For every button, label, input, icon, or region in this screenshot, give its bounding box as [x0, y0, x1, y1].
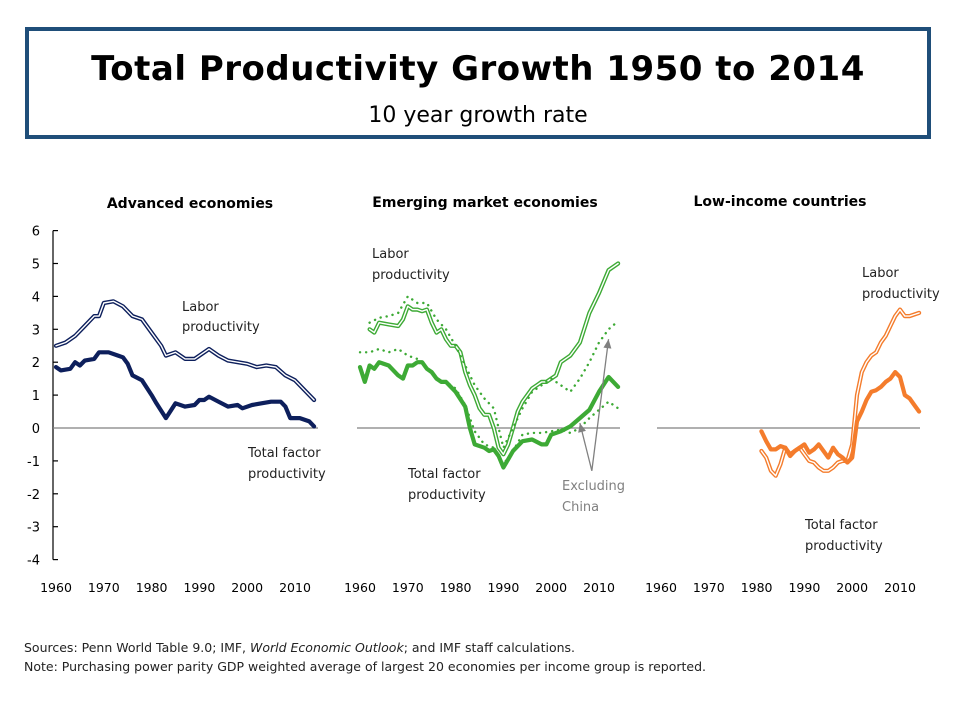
y-tick-label: 1: [32, 389, 40, 404]
x-tick-label: 2000: [535, 580, 567, 595]
x-tick-label: 2010: [884, 580, 916, 595]
y-tick-label: -2: [27, 488, 40, 503]
sources-italic: World Economic Outlook: [250, 640, 404, 655]
annotation-ex-china-line2: China: [562, 500, 599, 515]
note-line: Note: Purchasing power parity GDP weight…: [24, 659, 707, 674]
sources-suffix: ; and IMF staff calculations.: [403, 640, 576, 655]
x-tick-label: 1980: [440, 580, 472, 595]
series-lines: [657, 307, 922, 478]
series-labor-productivity: [367, 261, 621, 457]
series-labor-productivity: [53, 299, 317, 403]
y-tick-label: 2: [32, 356, 40, 371]
y-tick-label: 4: [32, 290, 40, 305]
annotation-tfp-line1: Total factor: [247, 446, 321, 461]
x-tick-label: 2010: [583, 580, 615, 595]
arrow-head-icon: [578, 423, 586, 433]
annotation-tfp-line1: Total factor: [804, 518, 878, 533]
x-tick-label: 1990: [788, 580, 820, 595]
title-box: Total Productivity Growth 1950 to 2014 1…: [25, 27, 931, 139]
series-total-factor-productivity: [357, 360, 621, 470]
panel-low-income: Low-income countries 1960 1970 1980 1990 200…: [645, 194, 940, 595]
y-tick-label: -4: [27, 554, 40, 569]
annotation-labor-line2: productivity: [862, 287, 940, 302]
annotation-tfp-line2: productivity: [805, 539, 883, 554]
x-tick-label: 1960: [645, 580, 677, 595]
annotation-labor-line1: Labor: [182, 300, 219, 315]
x-tick-label: 2010: [279, 580, 311, 595]
x-axis-ticks: 1960 1970 1980 1990 2000 2010: [645, 580, 916, 595]
annotation-tfp-line1: Total factor: [407, 467, 481, 482]
page-title: Total Productivity Growth 1950 to 2014: [91, 49, 865, 89]
x-tick-label: 1990: [487, 580, 519, 595]
series-lines: [53, 299, 318, 429]
line-inner: [368, 262, 619, 455]
sources-line: Sources: Penn World Table 9.0; IMF, Worl…: [24, 638, 706, 657]
series-total-factor-productivity-excluding-china: [358, 347, 620, 466]
x-tick-label: 1960: [40, 580, 72, 595]
x-tick-label: 1970: [693, 580, 725, 595]
x-tick-label: 2000: [836, 580, 868, 595]
arrow-excluding-china-1: [591, 339, 612, 471]
x-axis-ticks: 1960 1970 1980 1990 2000 2010: [344, 580, 615, 595]
y-tick-label: -1: [27, 455, 40, 470]
x-tick-label: 1990: [183, 580, 215, 595]
arrow-shaft: [591, 339, 610, 471]
x-tick-label: 1980: [741, 580, 773, 595]
x-tick-label: 1970: [88, 580, 120, 595]
annotation-labor-line2: productivity: [182, 320, 260, 335]
panel-emerging: Emerging market economies 1960 1970 1980 19…: [344, 195, 625, 595]
footer-notes: Sources: Penn World Table 9.0; IMF, Worl…: [24, 638, 706, 676]
arrow-excluding-china-0: [578, 422, 593, 471]
page-subtitle: 10 year growth rate: [368, 103, 588, 128]
series-total-factor-productivity: [53, 350, 317, 429]
y-axis: 6 5 4 3 2 1 0 -1 -2 -3 -4: [27, 225, 58, 569]
annotation-tfp-line2: productivity: [408, 488, 486, 503]
x-tick-label: 2000: [231, 580, 263, 595]
series-labor-productivity-excluding-china: [368, 295, 620, 449]
annotation-labor-line1: Labor: [862, 266, 899, 281]
annotation-labor-line2: productivity: [372, 268, 450, 283]
panel-title-advanced: Advanced economies: [107, 196, 273, 212]
x-tick-label: 1970: [392, 580, 424, 595]
panel-title-low-income: Low-income countries: [694, 194, 867, 210]
y-tick-label: 0: [32, 422, 40, 437]
x-tick-label: 1960: [344, 580, 376, 595]
y-tick-label: -3: [27, 521, 40, 536]
annotation-tfp-line2: productivity: [248, 467, 326, 482]
arrow-head-icon: [603, 339, 612, 349]
y-tick-label: 3: [32, 323, 40, 338]
annotation-labor-line1: Labor: [372, 247, 409, 262]
y-tick-label: 6: [32, 225, 40, 240]
line-inner: [55, 300, 315, 401]
panel-title-emerging: Emerging market economies: [372, 195, 597, 211]
series-lines: [357, 261, 621, 471]
series-total-factor-productivity: [759, 370, 922, 465]
y-tick-label: 5: [32, 258, 40, 273]
sources-prefix: Sources: Penn World Table 9.0; IMF,: [24, 640, 250, 655]
x-axis-ticks: 1960 1970 1980 1990 2000 2010: [40, 580, 311, 595]
annotation-ex-china-line1: Excluding: [562, 479, 625, 494]
x-tick-label: 1980: [136, 580, 168, 595]
